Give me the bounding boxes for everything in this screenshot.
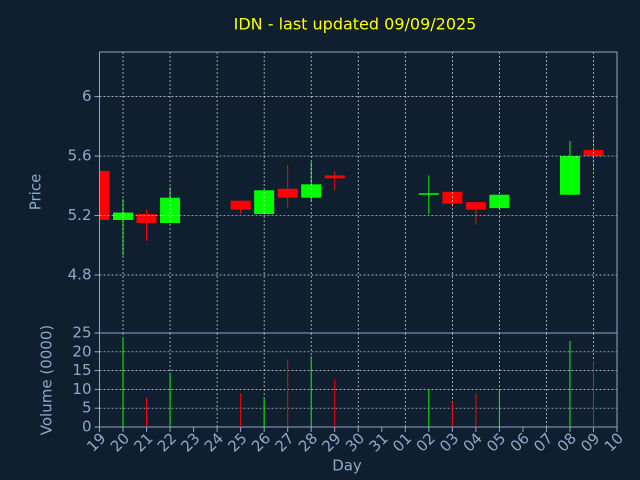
candle-body (254, 190, 275, 215)
y-axis-label: Volume (0000) (38, 325, 56, 435)
candle-body (324, 175, 345, 179)
y-tick-label: 4.8 (68, 266, 92, 284)
candle-body (277, 188, 298, 198)
x-axis-label: Day (332, 457, 362, 475)
candle-body (99, 170, 110, 221)
y-tick-label: 15 (72, 361, 91, 379)
candle-body (136, 214, 157, 223)
y-tick-label: 10 (72, 380, 91, 398)
y-tick-label: 6 (82, 87, 92, 105)
y-tick-label: 0 (82, 418, 92, 436)
candle-body (465, 202, 486, 210)
candle-body (160, 197, 181, 223)
y-tick-label: 25 (72, 324, 91, 342)
y-axis-label: Price (27, 174, 45, 211)
y-tick-label: 5 (82, 399, 92, 417)
y-tick-label: 20 (72, 342, 91, 360)
y-tick-label: 5.6 (68, 147, 92, 165)
candle-body (301, 184, 322, 198)
chart-title: IDN - last updated 09/09/2025 (234, 15, 477, 34)
candle-body (559, 156, 580, 195)
y-tick-label: 5.2 (68, 206, 92, 224)
candle-body (230, 200, 251, 210)
candle-body (418, 193, 439, 195)
